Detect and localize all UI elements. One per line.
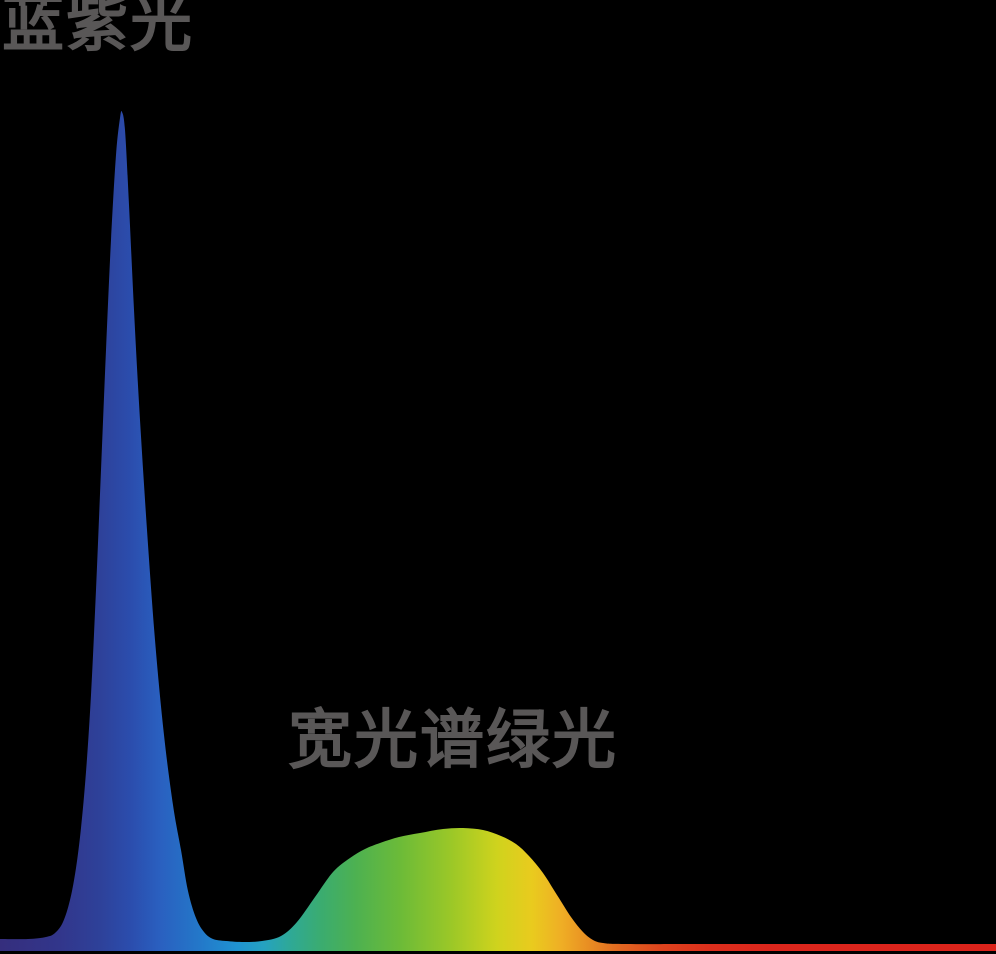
label-blue-violet-light: 蓝紫光 [2, 0, 195, 59]
spectrum-curve [0, 111, 996, 951]
label-wide-spectrum-green-light: 宽光谱绿光 [288, 704, 618, 776]
